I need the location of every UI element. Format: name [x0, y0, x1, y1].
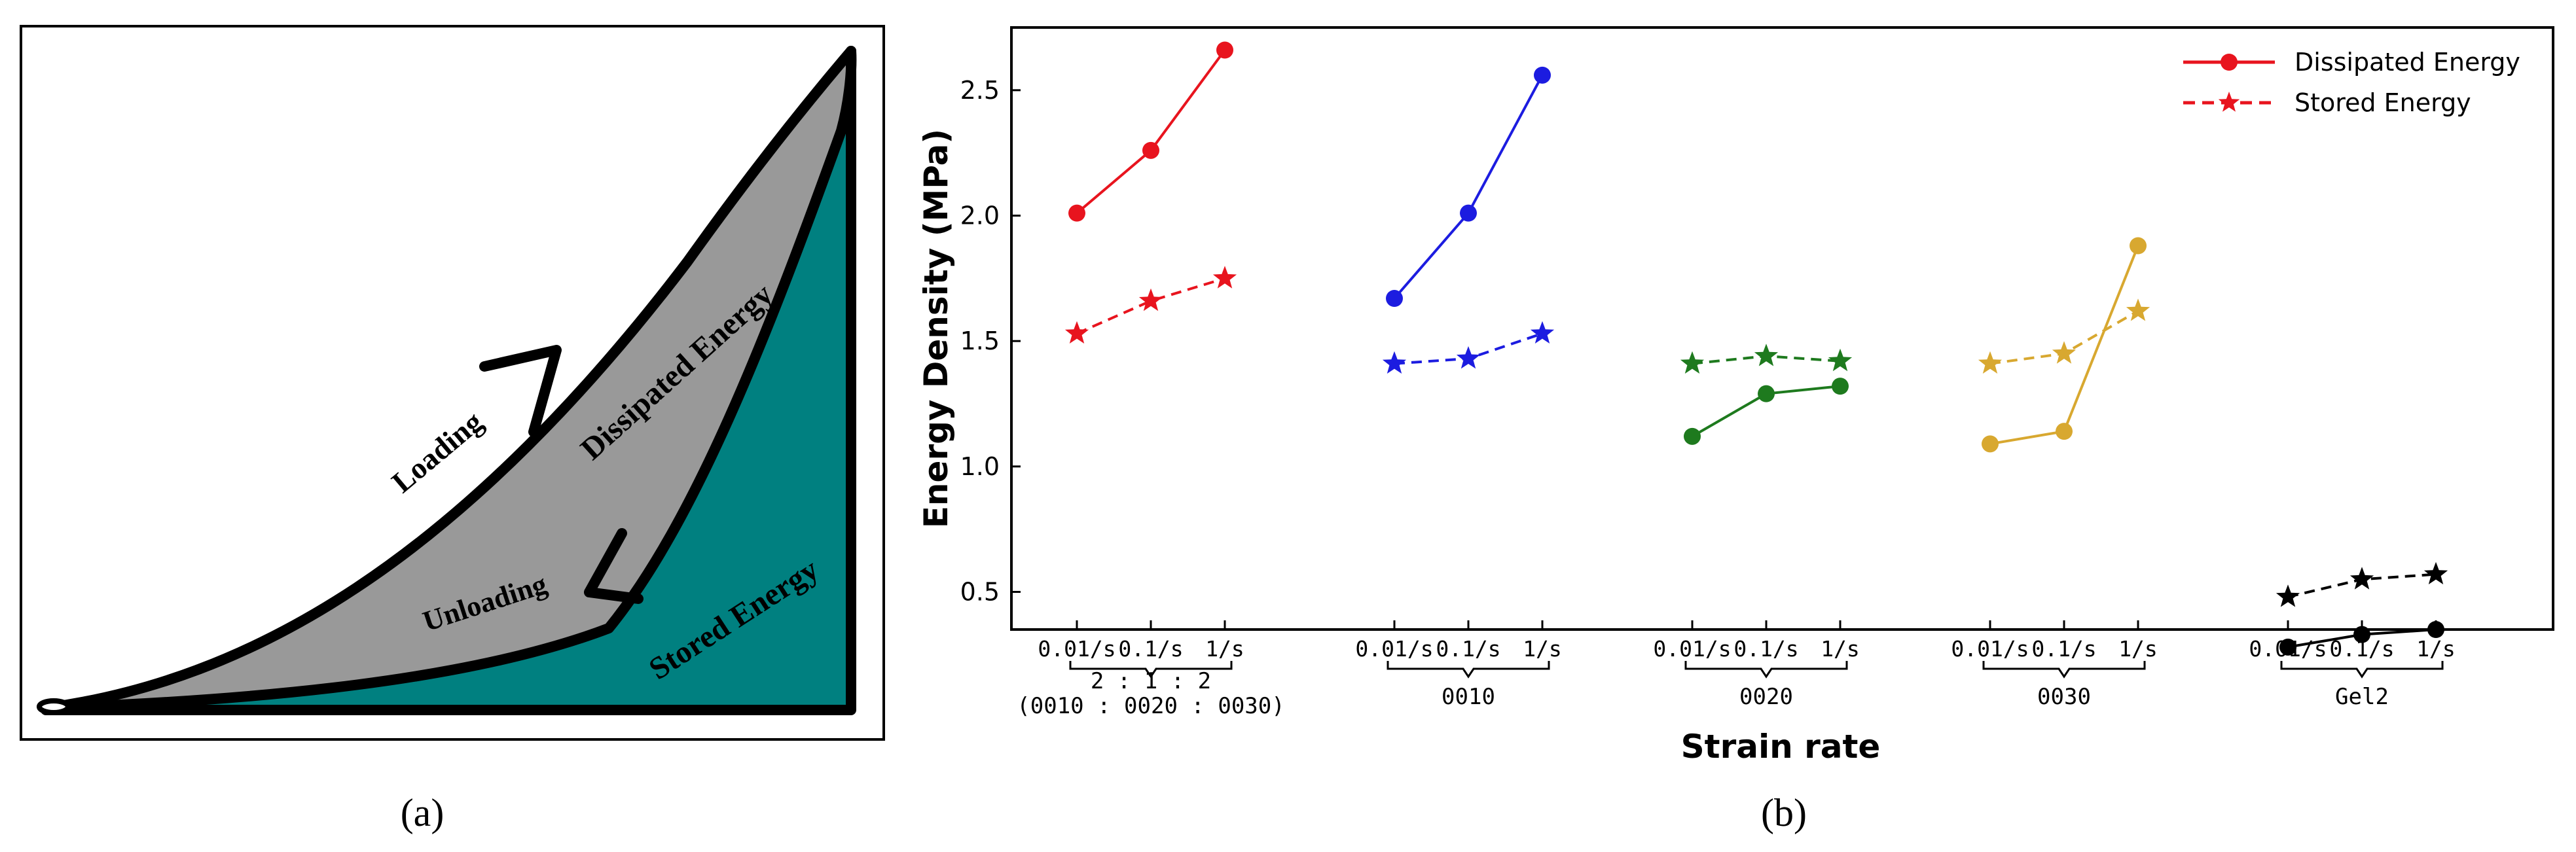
- panel-a: Loading Dissipated Energy Unloading Stor…: [20, 25, 885, 834]
- x-tick-label: 0.1/s: [1118, 636, 1183, 662]
- dissipated-energy-point: [1142, 141, 1159, 159]
- group-brace: [1387, 661, 1550, 679]
- x-tick-label: 1/s: [2118, 636, 2158, 662]
- y-tick-label: 1.5: [960, 327, 1000, 355]
- chart-series: [1064, 41, 2448, 656]
- x-tick-label: 1/s: [1821, 636, 1860, 662]
- stored-energy-point: [1138, 288, 1163, 311]
- unloading-arrow-icon: [584, 528, 644, 604]
- stored-energy-point: [2126, 298, 2150, 321]
- group-brace: [1684, 661, 1848, 679]
- caption-b: (b): [1761, 791, 1807, 834]
- x-axis-label: Strain rate: [1681, 728, 1881, 766]
- legend-stored-marker: [2218, 92, 2240, 112]
- y-tick-label: 2.0: [960, 202, 1000, 230]
- stored-energy-point: [2349, 567, 2374, 590]
- x-tick-label: 0.01/s: [1355, 636, 1433, 662]
- group-brace: [1982, 661, 2146, 679]
- x-tick-label: 0.1/s: [1733, 636, 1798, 662]
- stored-energy-point: [1456, 346, 1481, 369]
- stored-energy-point: [1382, 351, 1407, 374]
- x-tick-label: 0.01/s: [1038, 636, 1116, 662]
- plot-area-frame: [1010, 26, 2554, 631]
- dissipated-energy-line: [1393, 74, 1544, 300]
- x-tick-label: 1/s: [2416, 636, 2456, 662]
- x-tick-label: 0.1/s: [1436, 636, 1500, 662]
- stored-energy-region: [46, 51, 852, 710]
- group-label: 2 : 1 : 2: [1091, 668, 1211, 694]
- dissipated-energy-point: [2353, 626, 2370, 643]
- y-axis-label: Energy Density (MPa): [917, 129, 955, 528]
- group-brace: [2280, 661, 2444, 679]
- dissipated-energy-point: [1068, 204, 1085, 222]
- dissipated-energy-point: [2130, 237, 2147, 255]
- dissipated-energy-region: [46, 51, 851, 708]
- dissipated-energy-point: [1684, 427, 1701, 445]
- x-tick-label: 0.01/s: [1653, 636, 1731, 662]
- dissipated-energy-point: [1758, 385, 1775, 402]
- dissipated-energy-point: [1982, 435, 1999, 453]
- stored-energy-point: [1212, 266, 1237, 289]
- stored-energy-point: [1754, 344, 1779, 366]
- x-axis-labels: 0.01/s 0.1/s 1/s2 : 1 : 2(0010 : 0020 : 00…: [1017, 620, 2456, 719]
- stored-energy-point: [2423, 561, 2448, 584]
- stored-energy-point: [1064, 321, 1089, 344]
- baseline: [41, 46, 856, 715]
- y-tick-label: 2.5: [960, 76, 1000, 105]
- dissipated-energy-line: [1076, 49, 1226, 215]
- group-brace: [1069, 661, 1233, 679]
- panel-b: 0.51.01.52.02.5 0.01/s 0.1/s 1/s2 : 1 : 2(…: [917, 26, 2554, 834]
- dissipated-energy-point: [2056, 423, 2073, 440]
- dissipated-energy-point: [1386, 290, 1403, 307]
- stored-energy-point: [2276, 584, 2300, 607]
- y-tick-label: 0.5: [960, 578, 1000, 607]
- dissipated-energy-point: [1832, 378, 1849, 395]
- x-tick-label: 0.01/s: [2249, 636, 2327, 662]
- x-tick-label: 1/s: [1523, 636, 1562, 662]
- dissipated-energy-point: [1460, 204, 1477, 222]
- group-label: 0010: [1442, 684, 1495, 710]
- group-label: Gel2: [2335, 684, 2389, 710]
- legend: Dissipated Energy Stored Energy: [2183, 48, 2520, 117]
- y-tick-label: 1.0: [960, 452, 1000, 481]
- legend-dissipated-label: Dissipated Energy: [2295, 48, 2520, 77]
- stored-energy-point: [1680, 351, 1705, 374]
- x-tick-label: 0.01/s: [1951, 636, 2029, 662]
- group-label: 0030: [2037, 684, 2091, 710]
- stored-energy-point: [1828, 348, 1853, 372]
- origin-tip: [37, 698, 71, 715]
- x-tick-label: 0.1/s: [2031, 636, 2096, 662]
- group-sublabel: (0010 : 0020 : 0030): [1017, 693, 1284, 719]
- legend-stored-label: Stored Energy: [2295, 88, 2471, 117]
- unloading-curve: [41, 46, 857, 713]
- stored-energy-line: [1076, 277, 1225, 335]
- dissipated-energy-point: [1216, 41, 1233, 59]
- loading-curve: [41, 46, 856, 713]
- dissipated-energy-point: [2279, 638, 2296, 656]
- x-tick-label: 0.1/s: [2329, 636, 2394, 662]
- loading-arrow-icon: [479, 345, 562, 437]
- x-tick-label: 1/s: [1205, 636, 1244, 662]
- stored-energy-point: [1978, 351, 2003, 374]
- group-label: 0020: [1739, 684, 1793, 710]
- y-axis-ticks: 0.5 1.0 1.5 2.0 2.5: [960, 76, 1021, 607]
- stored-energy-point: [2052, 341, 2077, 364]
- caption-a: (a): [401, 791, 444, 834]
- dissipated-energy-point: [1534, 66, 1551, 84]
- stored-energy-point: [1530, 321, 1555, 344]
- legend-dissipated-marker: [2221, 54, 2238, 71]
